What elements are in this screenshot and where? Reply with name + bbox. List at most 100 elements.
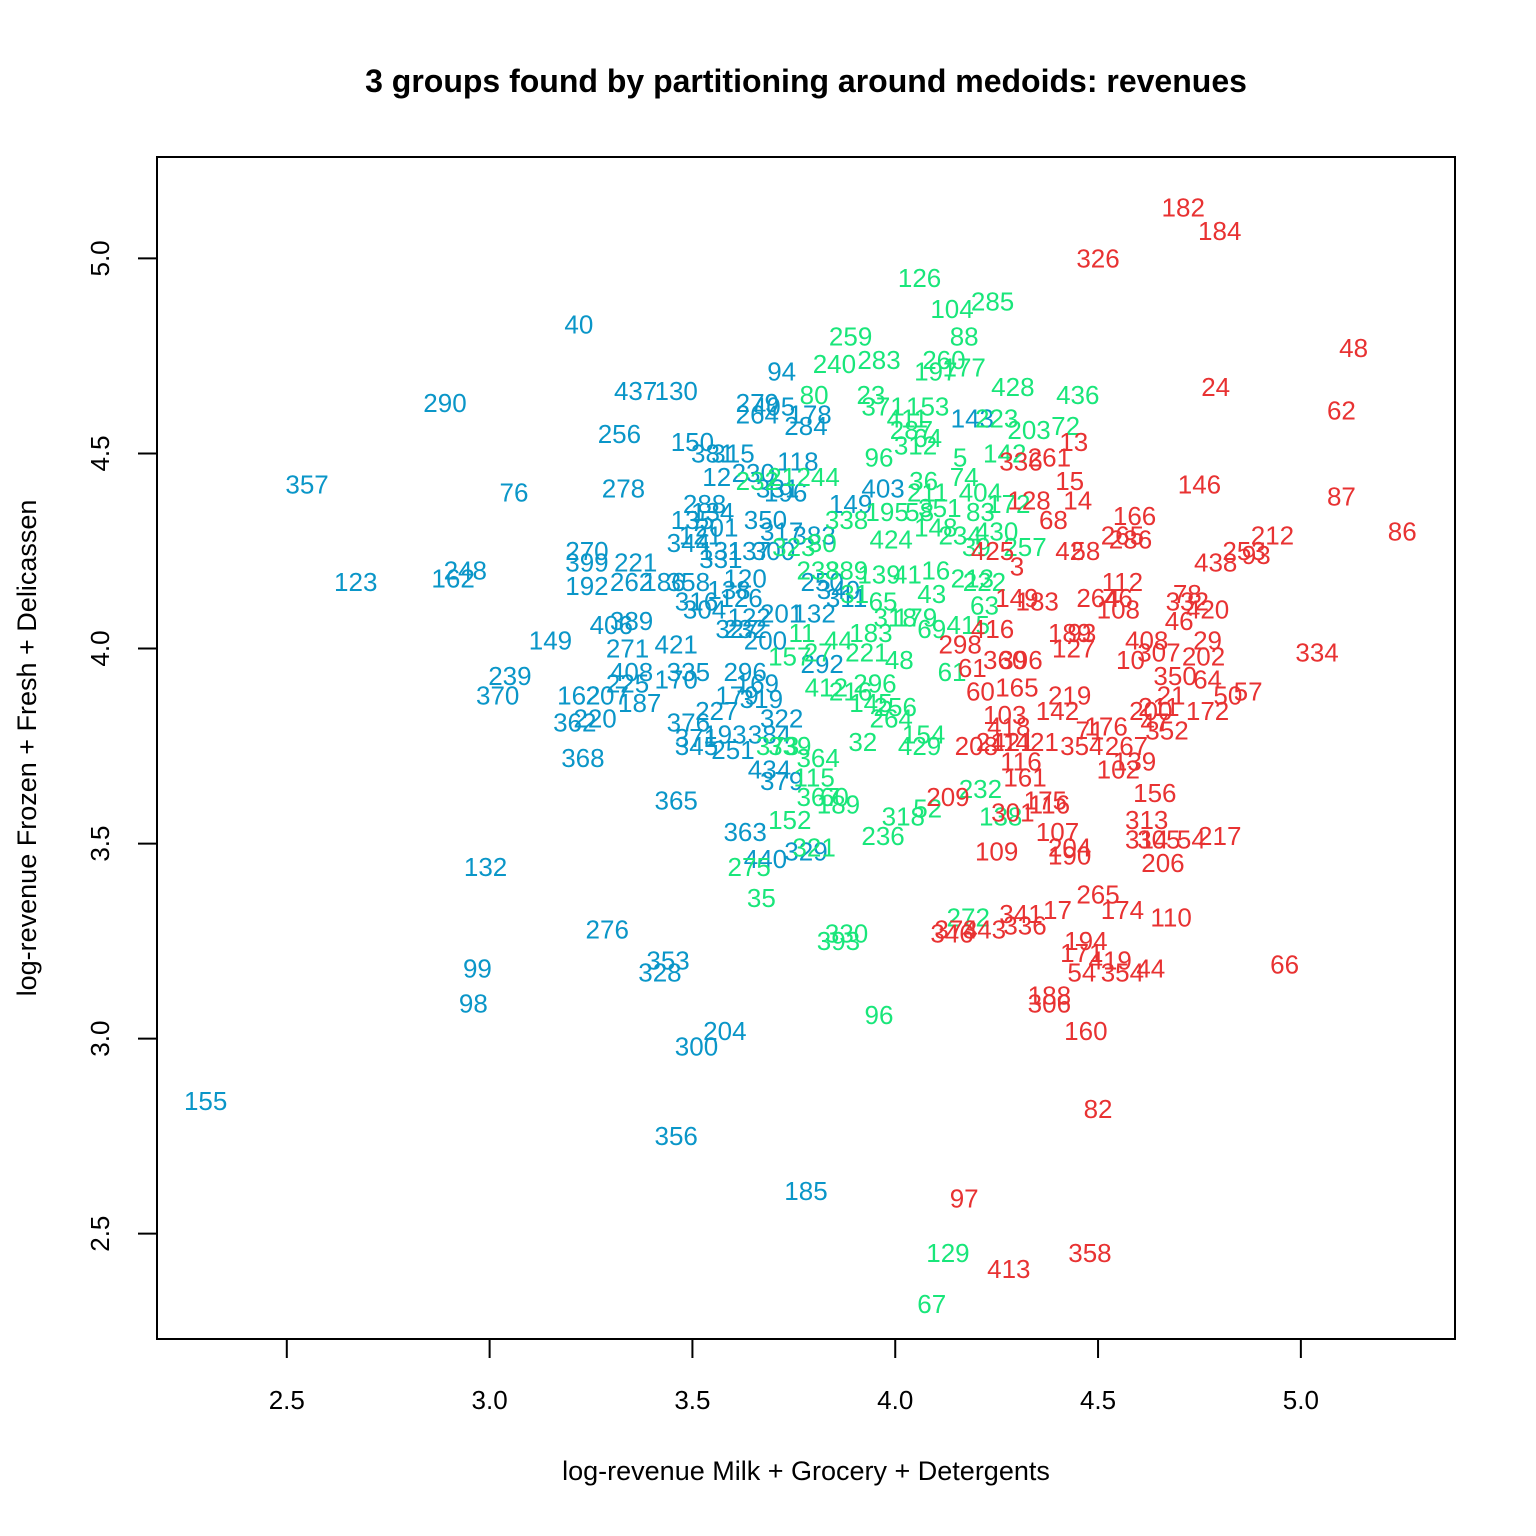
data-point-label: 108 [1097,595,1140,625]
data-point-label: 411 [887,403,928,433]
data-point-label: 166 [1113,501,1156,531]
data-point-label: 264 [869,704,912,734]
y-axis: 2.5 3.0 3.5 4.0 4.5 5.0 [85,240,158,1252]
data-point-label: 200 [744,626,787,656]
data-point-label: 332 [1166,587,1209,617]
data-point-label: 183 [1016,587,1059,617]
data-point-label: 436 [1056,380,1099,410]
data-point-label: 256 [598,419,641,449]
data-point-label: 207 [586,680,629,710]
data-point-label: 203 [1007,415,1050,445]
data-point-label: 336 [999,446,1042,476]
data-point-label: 30 [808,528,837,558]
data-point-label: 58 [1071,536,1100,566]
data-point-label: 183 [849,618,892,648]
data-point-label: 126 [719,583,762,613]
data-point-label: 71 [1075,715,1104,745]
data-point-label: 343 [963,914,1006,944]
data-point-label: 187 [618,688,661,718]
data-point-label: 403 [861,474,904,504]
data-point-label: 259 [829,321,872,351]
data-point-label: 31 [840,579,869,609]
data-point-label: 54 [1177,825,1206,855]
data-point-label: 60 [820,782,849,812]
data-point-label: 290 [423,388,466,418]
data-point-label: 408 [1125,626,1168,656]
data-point-label: 336 [1003,910,1046,940]
data-point-label: 211 [976,727,1017,757]
data-point-label: 319 [740,684,783,714]
data-point-label: 219 [1048,680,1091,710]
data-point-label: 107 [1036,817,1079,847]
data-point-label: 318 [882,801,925,831]
data-point-label: 250 [801,567,844,597]
data-point-label: 239 [488,661,531,691]
data-point-label: 200 [1129,696,1172,726]
x-tick-label: 3.5 [674,1385,710,1415]
data-point-label: 83 [966,497,995,527]
data-point-label: 428 [991,372,1034,402]
data-point-label: 370 [476,680,519,710]
data-point-label: 145 [849,688,892,718]
data-point-label: 63 [970,591,999,621]
data-point-label: 265 [1076,879,1119,909]
data-point-label: 438 [1194,548,1237,578]
data-point-label: 16 [921,556,950,586]
data-point-label: 143 [951,403,994,433]
data-point-label: 353 [646,946,689,976]
data-point-label: 345 [675,731,718,761]
data-point-label: 368 [561,743,604,773]
data-point-label: 172 [987,489,1030,519]
x-axis: 2.5 3.0 3.5 4.0 4.5 5.0 [269,1338,1319,1415]
data-point-label: 358 [1068,1238,1111,1268]
data-point-label: 220 [573,704,616,734]
data-point-label: 40 [564,310,593,340]
data-point-label: 184 [1198,216,1241,246]
data-point-label: 314 [1125,825,1168,855]
data-point-label: 364 [796,743,839,773]
data-point-label: 182 [1162,193,1205,223]
data-point-label: 360 [983,645,1026,675]
data-point-label: 307 [1137,637,1180,667]
data-point-label: 116 [1000,747,1041,777]
data-point-label: 138 [979,801,1022,831]
data-point-label: 408 [610,657,653,687]
data-point-label: 383 [792,520,835,550]
data-point-label: 127 [1052,634,1095,664]
data-point-label: 165 [995,673,1038,703]
data-point-label: 135 [671,505,714,535]
data-point-label: 350 [1153,661,1196,691]
data-point-label: 102 [1097,754,1140,784]
data-point-label: 46 [1165,606,1194,636]
data-point-label: 260 [922,345,965,375]
data-point-label: 149 [529,626,572,656]
data-point-label: 270 [565,536,608,566]
data-point-label: 195 [865,497,908,527]
data-point-label: 253 [1222,536,1265,566]
data-point-label: 384 [748,719,791,749]
x-tick-label: 5.0 [1283,1385,1319,1415]
data-point-label: 328 [638,957,681,987]
data-point-label: 93 [1067,618,1096,648]
y-tick-label: 4.0 [85,630,115,666]
data-point-label: 94 [767,357,796,387]
data-point-label: 115 [793,762,834,792]
data-point-label: 176 [1084,712,1127,742]
data-point-label: 389 [825,556,868,586]
data-point-label: 240 [813,349,856,379]
data-point-label: 334 [1295,637,1338,667]
data-point-label: 381 [691,438,734,468]
data-point-label: 48 [1339,333,1368,363]
data-point-label: 301 [991,797,1034,827]
data-point-label: 121 [679,520,722,550]
data-point-label: 80 [800,380,829,410]
data-point-label: 36 [909,466,938,496]
data-point-label: 344 [667,528,710,558]
data-point-label: 76 [499,477,528,507]
x-tick-label: 3.0 [472,1385,508,1415]
data-point-label: 298 [938,630,981,660]
data-point-label: 313 [1125,805,1168,835]
data-point-label: 362 [553,708,596,738]
data-point-label: 292 [801,649,844,679]
